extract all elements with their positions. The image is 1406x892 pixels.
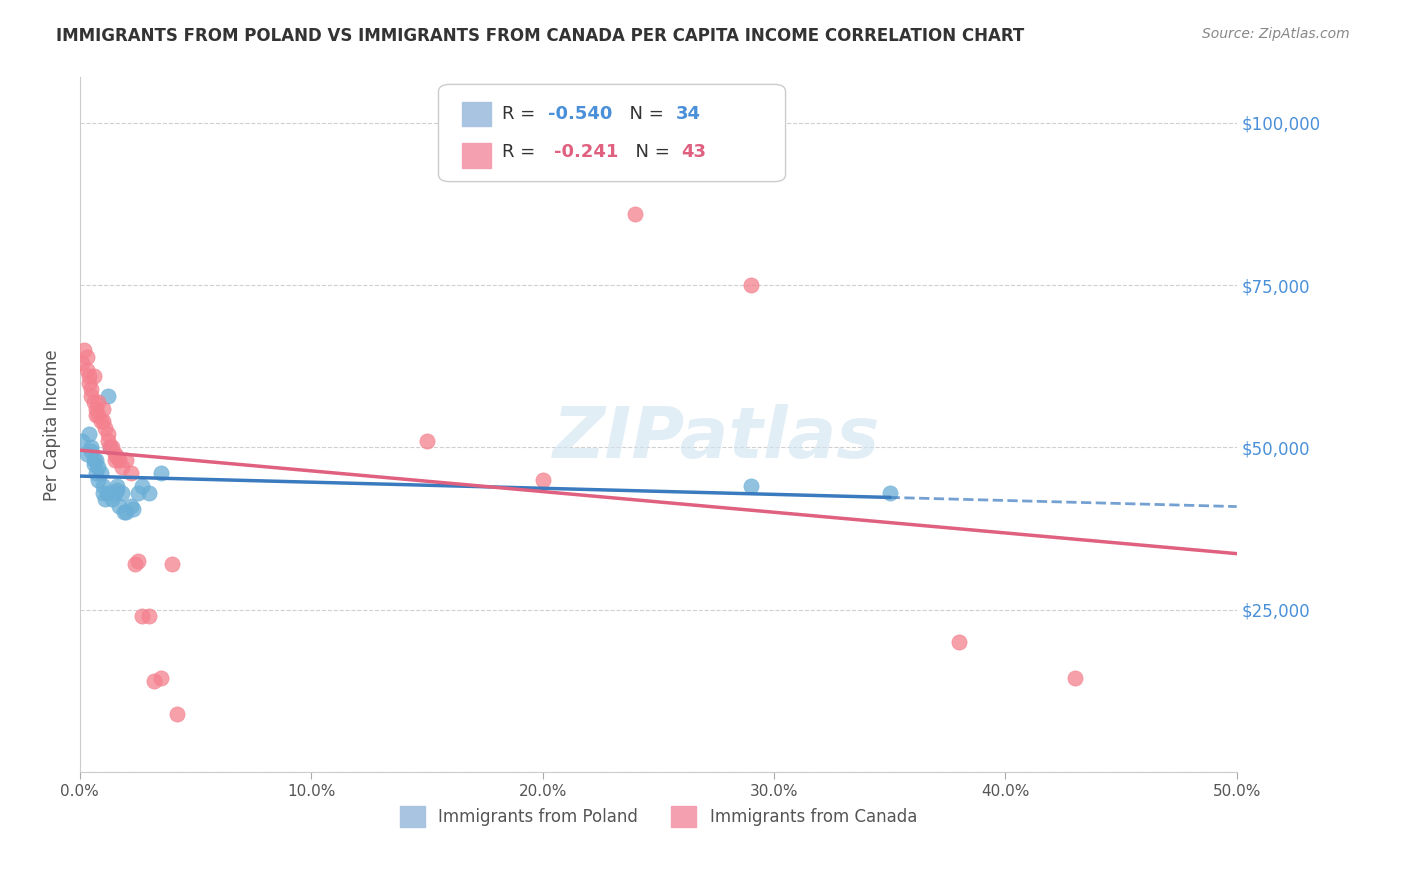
Point [87, 473, 110, 487]
Point [531, 473, 554, 487]
Point [127, 486, 149, 500]
Text: R =: R = [502, 104, 541, 122]
Point [105, 483, 128, 497]
Text: -0.540: -0.540 [548, 104, 613, 122]
Point [70, 434, 93, 448]
FancyBboxPatch shape [461, 102, 491, 126]
Point [120, 467, 142, 481]
Point [94, 492, 117, 507]
Point [90, 467, 112, 481]
Point [115, 453, 138, 467]
Point [83, 453, 105, 467]
Point [142, 674, 165, 689]
Point [98, 441, 121, 455]
Point [91, 479, 114, 493]
Point [149, 467, 172, 481]
Point [101, 441, 124, 455]
Point [162, 558, 184, 572]
Text: R =: R = [502, 144, 547, 161]
Point [87, 459, 110, 474]
Point [77, 376, 100, 390]
Point [166, 706, 188, 721]
Point [138, 486, 160, 500]
Point [76, 350, 98, 364]
Point [416, 434, 439, 448]
Point [70, 356, 93, 370]
Point [80, 388, 103, 402]
Point [103, 447, 125, 461]
Point [94, 421, 117, 435]
Point [84, 401, 107, 416]
Text: ZIPatlas: ZIPatlas [553, 404, 880, 473]
Point [624, 207, 647, 221]
Point [84, 453, 107, 467]
Point [108, 499, 131, 513]
Point [80, 443, 103, 458]
Point [120, 499, 142, 513]
Point [91, 486, 114, 500]
Point [97, 427, 120, 442]
Point [103, 453, 125, 467]
Point [115, 505, 138, 519]
Text: 34: 34 [676, 104, 700, 122]
Point [124, 558, 146, 572]
Point [131, 609, 153, 624]
Point [149, 671, 172, 685]
Point [84, 467, 107, 481]
Text: N =: N = [624, 144, 675, 161]
Point [91, 415, 114, 429]
Point [97, 434, 120, 448]
Point [138, 609, 160, 624]
Point [110, 486, 132, 500]
Text: IMMIGRANTS FROM POLAND VS IMMIGRANTS FROM CANADA PER CAPITA INCOME CORRELATION C: IMMIGRANTS FROM POLAND VS IMMIGRANTS FRO… [56, 27, 1025, 45]
Point [879, 486, 901, 500]
Text: Source: ZipAtlas.com: Source: ZipAtlas.com [1202, 27, 1350, 41]
Point [97, 486, 120, 500]
Point [97, 388, 120, 402]
Point [83, 369, 105, 384]
Point [90, 415, 112, 429]
Point [740, 278, 762, 293]
Point [91, 401, 114, 416]
Point [77, 369, 100, 384]
Point [105, 450, 128, 465]
FancyBboxPatch shape [461, 144, 491, 168]
Point [740, 479, 762, 493]
Point [948, 635, 970, 649]
Point [127, 554, 149, 568]
Text: N =: N = [617, 104, 669, 122]
Point [80, 441, 103, 455]
Point [131, 479, 153, 493]
FancyBboxPatch shape [439, 85, 786, 182]
Point [87, 408, 110, 422]
Point [105, 479, 128, 493]
Point [122, 502, 145, 516]
Point [112, 505, 135, 519]
Point [77, 427, 100, 442]
Text: 43: 43 [682, 144, 706, 161]
Point [83, 395, 105, 409]
Point [76, 362, 98, 376]
Y-axis label: Per Capita Income: Per Capita Income [44, 349, 60, 500]
Point [110, 459, 132, 474]
Text: -0.241: -0.241 [554, 144, 619, 161]
Point [83, 457, 105, 471]
Point [84, 408, 107, 422]
Point [108, 453, 131, 467]
Point [87, 395, 110, 409]
Point [98, 441, 121, 455]
Point [103, 486, 125, 500]
Point [1063, 671, 1085, 685]
Point [101, 492, 124, 507]
Legend: Immigrants from Poland, Immigrants from Canada: Immigrants from Poland, Immigrants from … [394, 799, 924, 833]
Point [73, 343, 96, 357]
Point [76, 447, 98, 461]
Point [80, 382, 103, 396]
